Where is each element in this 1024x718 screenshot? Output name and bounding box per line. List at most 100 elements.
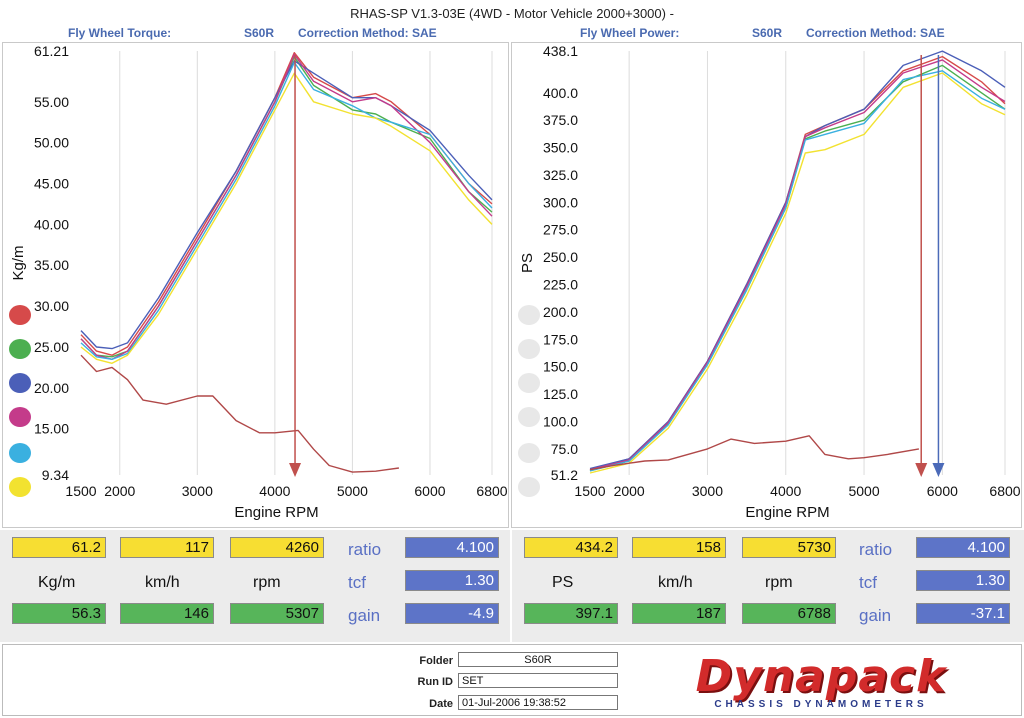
tcf-label: tcf [348,573,366,592]
power-stats: 434.2 158 5730 ratio 4.100 PS km/h rpm t… [512,530,1024,642]
torque-xtick-label-5: 6000 [414,483,445,499]
current-power-value: 397.1 [524,603,618,624]
power-ytick-label-0: 438.1 [543,43,578,59]
power-xtick-label-1: 2000 [614,483,645,499]
ratio-label-right: ratio [859,540,893,559]
torque-peak-marker-arrow [289,463,302,477]
unit-rpm: rpm [253,574,281,591]
torque-xtick-label-1: 2000 [104,483,135,499]
gain-label-right: gain [859,606,892,625]
torque-ytick-label-1: 55.00 [34,94,69,110]
torque-ytick-label-0: 61.21 [34,43,69,59]
torque-series-line-4 [80,53,493,360]
unit-rpm-right: rpm [765,574,793,591]
torque-header-vehicle: S60R [244,26,275,40]
power-ytick-label-7: 250.0 [543,249,578,265]
power-ytick-label-15: 51.2 [551,467,578,483]
torque-ytick-label-5: 35.00 [34,257,69,273]
peak-torque-value: 61.2 [12,537,106,558]
folder-field: S60R [458,652,618,667]
power-ytick-label-10: 175.0 [543,331,578,347]
dynapack-logo: Dynapack CHASSIS DYNAMOMETERS [651,651,991,713]
gain-value: -4.9 [405,603,499,624]
power-ytick-label-8: 225.0 [543,277,578,293]
gain-value-right: -37.1 [916,603,1010,624]
unit-power: PS [552,574,574,591]
gain-label: gain [348,606,381,625]
power-ytick-label-9: 200.0 [543,304,578,320]
torque-ytick-label-7: 25.00 [34,339,69,355]
legend-dot-r3 [518,373,540,393]
legend-dot-6 [9,477,31,497]
torque-ytick-label-9: 15.00 [34,421,69,437]
power-series-line-6 [589,72,1006,474]
current-torque-value: 56.3 [12,603,106,624]
torque-series-line-6 [80,72,493,364]
current-torque-rpm: 5307 [230,603,324,624]
current-torque-speed: 146 [120,603,214,624]
torque-ytick-label-4: 40.00 [34,216,69,232]
ratio-value: 4.100 [405,537,499,558]
power-xtick-label-5: 6000 [927,483,958,499]
torque-xtick-label-6: 6800 [476,483,507,499]
torque-header-label: Fly Wheel Torque: [68,26,172,40]
power-ytick-label-6: 275.0 [543,222,578,238]
power-series-line-7 [589,435,920,471]
power-peak-marker-2-arrow [932,463,945,477]
torque-ylabel: Kg/m [10,245,27,280]
current-power-rpm: 6788 [742,603,836,624]
tcf-label-right: tcf [859,573,877,592]
current-power-speed: 187 [632,603,726,624]
legend-dot-5 [9,443,31,463]
power-ytick-label-4: 325.0 [543,167,578,183]
torque-panel: 1500 2000 3000 4000 5000 6000 6800 61.21 55.00 50… [2,42,509,528]
power-ytick-label-3: 350.0 [543,140,578,156]
legend-dot-r1 [518,305,540,325]
power-header-vehicle: S60R [752,26,783,40]
power-xlabel: Engine RPM [745,504,829,521]
torque-header-correction: Correction Method: SAE [298,26,437,40]
torque-chart: 1500 2000 3000 4000 5000 6000 6800 61.21 55.00 50… [10,43,508,521]
run-info-footer: Folder S60R Run ID SET Date 01-Jul-2006 … [2,644,1022,716]
power-peak-marker-arrow [915,463,928,477]
power-series-line-5 [589,70,1006,472]
runid-label: Run ID [417,676,453,688]
logo-text: Dynapack [695,651,947,702]
power-xtick-label-6: 6800 [989,483,1020,499]
power-ytick-label-11: 150.0 [543,359,578,375]
power-series-line-4 [589,59,1006,471]
power-ytick-label-12: 125.0 [543,386,578,402]
torque-xtick-label-0: 1500 [65,483,96,499]
peak-torque-rpm: 4260 [230,537,324,558]
torque-xtick-label-3: 4000 [259,483,290,499]
power-ytick-label-1: 400.0 [543,85,578,101]
page-title: RHAS-SP V1.3-03E (4WD - Motor Vehicle 20… [350,6,674,21]
legend-dot-4 [9,407,31,427]
torque-xtick-label-2: 3000 [182,483,213,499]
unit-speed: km/h [145,574,180,591]
runid-field: SET [458,673,618,688]
ratio-label: ratio [348,540,382,559]
torque-xlabel: Engine RPM [234,504,318,521]
power-chart: 1500 2000 3000 4000 5000 6000 6800 438.1 400.0 37… [519,43,1021,521]
torque-ytick-label-8: 20.00 [34,380,69,396]
power-ylabel: PS [519,253,536,273]
legend-dot-1 [9,305,31,325]
tcf-value: 1.30 [405,570,499,591]
power-xtick-label-0: 1500 [574,483,605,499]
legend-dot-r2 [518,339,540,359]
torque-ytick-label-2: 50.00 [34,135,69,151]
power-header-label: Fly Wheel Power: [580,26,680,40]
folder-label: Folder [419,655,453,667]
legend-dot-r6 [518,477,540,497]
unit-torque: Kg/m [38,574,76,591]
legend-dot-r5 [518,443,540,463]
tcf-value-right: 1.30 [916,570,1010,591]
legend-dot-r4 [518,407,540,427]
power-header-correction: Correction Method: SAE [806,26,945,40]
legend-dot-2 [9,339,31,359]
torque-xtick-label-4: 5000 [337,483,368,499]
peak-power-rpm: 5730 [742,537,836,558]
torque-ytick-label-10: 9.34 [42,467,69,483]
peak-power-speed: 158 [632,537,726,558]
